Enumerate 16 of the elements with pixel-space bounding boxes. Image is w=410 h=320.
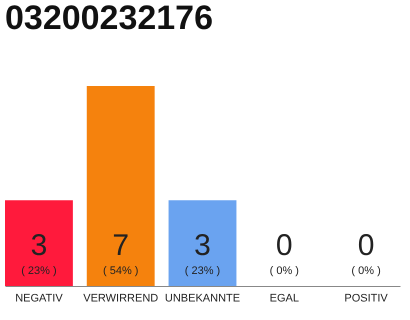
x-tick-label: NEGATIV — [15, 292, 64, 304]
data-label: 3 — [30, 229, 48, 262]
annotation: ( 54% ) — [102, 265, 138, 277]
x-tick-label: POSITIV — [344, 292, 388, 304]
annotation: ( 23% ) — [184, 265, 220, 277]
chart-title: 03200232176 — [5, 0, 214, 37]
data-label: 3 — [194, 229, 211, 262]
data-label: 7 — [112, 229, 130, 262]
x-tick-label: UNBEKANNTE — [164, 292, 240, 304]
data-label: 0 — [276, 229, 293, 262]
annotation: ( 23% ) — [21, 265, 57, 277]
annotation: ( 0% ) — [270, 265, 299, 277]
data-label: 0 — [358, 229, 374, 262]
annotation: ( 0% ) — [351, 265, 381, 277]
x-tick-label: EGAL — [270, 292, 299, 304]
x-tick-label: VERWIRREND — [83, 292, 158, 304]
